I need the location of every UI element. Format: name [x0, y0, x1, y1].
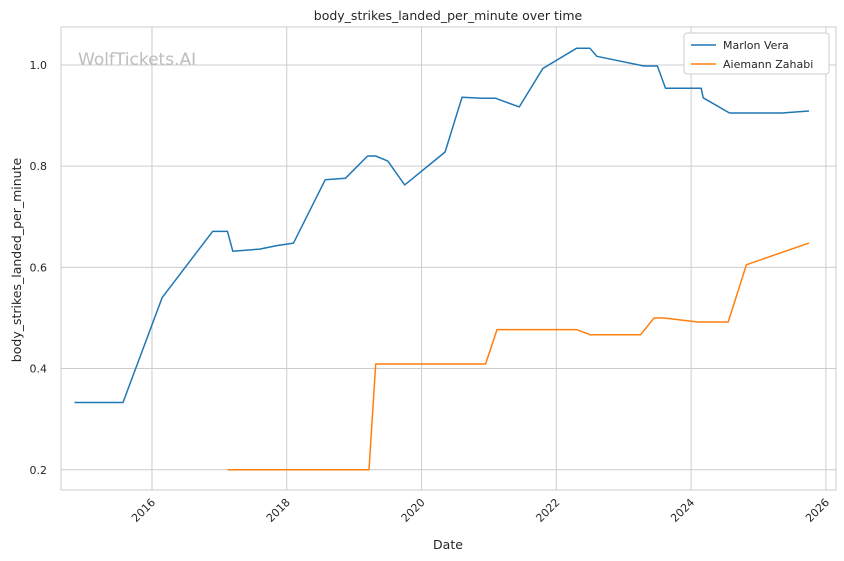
- series-lines: [74, 47, 810, 471]
- y-tick-label: 1.0: [30, 59, 48, 72]
- legend-box: [683, 32, 830, 75]
- legend-label-aiemann-zahabi: Aiemann Zahabi: [723, 58, 813, 71]
- series-line-marlon-vera: [74, 47, 810, 404]
- watermark: WolfTickets.AI: [78, 50, 196, 70]
- legend: Marlon Vera Aiemann Zahabi: [683, 32, 830, 75]
- y-tick-label: 0.4: [30, 363, 48, 376]
- y-tick-label: 0.2: [30, 464, 48, 477]
- plot-frame: [60, 26, 837, 491]
- y-tick-label: 0.6: [30, 261, 48, 274]
- legend-label-marlon-vera: Marlon Vera: [723, 39, 789, 52]
- y-axis-label: body_strikes_landed_per_minute: [9, 157, 24, 362]
- y-tick-label: 0.8: [30, 160, 48, 173]
- y-tick-labels: 0.2 0.4 0.6 0.8 1.0: [30, 59, 48, 477]
- x-axis-label: Date: [433, 537, 463, 552]
- chart-title: body_strikes_landed_per_minute over time: [314, 8, 583, 23]
- series-line-aiemann-zahabi: [227, 242, 810, 471]
